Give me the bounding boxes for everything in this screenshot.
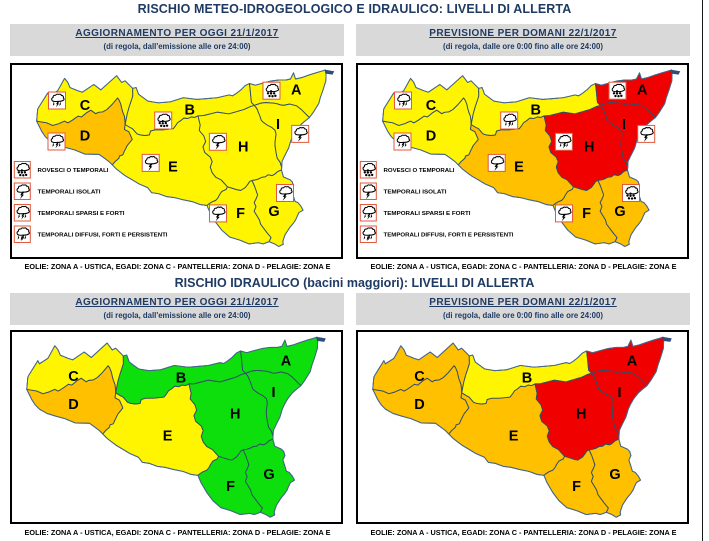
- svg-text:B: B: [522, 371, 532, 387]
- svg-text:B: B: [176, 371, 186, 387]
- svg-text:TEMPORALI SPARSI E FORTI: TEMPORALI SPARSI E FORTI: [384, 211, 471, 217]
- svg-text:TEMPORALI DIFFUSI, FORTI E PER: TEMPORALI DIFFUSI, FORTI E PERSISTENTI: [38, 232, 168, 238]
- svg-text:E: E: [514, 160, 524, 176]
- svg-text:D: D: [414, 397, 424, 413]
- svg-text:TEMPORALI SPARSI E FORTI: TEMPORALI SPARSI E FORTI: [38, 211, 125, 217]
- svg-text:A: A: [291, 83, 302, 99]
- svg-text:C: C: [68, 369, 79, 385]
- svg-text:A: A: [281, 354, 292, 370]
- svg-text:G: G: [614, 204, 625, 220]
- svg-text:TEMPORALI ISOLATI: TEMPORALI ISOLATI: [38, 189, 101, 195]
- svg-text:F: F: [236, 206, 245, 222]
- svg-text:E: E: [509, 429, 519, 445]
- svg-text:C: C: [426, 98, 437, 114]
- svg-text:H: H: [230, 407, 240, 423]
- svg-text:B: B: [531, 103, 541, 119]
- svg-text:D: D: [80, 129, 90, 145]
- svg-text:E: E: [163, 429, 173, 445]
- svg-text:ROVESCI O TEMPORALI: ROVESCI O TEMPORALI: [384, 168, 455, 174]
- svg-text:G: G: [263, 467, 274, 483]
- svg-text:E: E: [168, 160, 178, 176]
- svg-text:C: C: [80, 98, 91, 114]
- svg-text:F: F: [572, 479, 581, 495]
- svg-text:B: B: [185, 103, 195, 119]
- svg-text:A: A: [637, 83, 648, 99]
- svg-text:I: I: [271, 385, 275, 401]
- svg-text:D: D: [426, 129, 436, 145]
- svg-text:I: I: [276, 117, 280, 133]
- svg-text:A: A: [627, 354, 638, 370]
- svg-text:G: G: [609, 467, 620, 483]
- svg-text:H: H: [238, 140, 248, 156]
- svg-text:ROVESCI O TEMPORALI: ROVESCI O TEMPORALI: [38, 168, 109, 174]
- svg-text:F: F: [226, 479, 235, 495]
- svg-text:F: F: [582, 206, 591, 222]
- svg-text:I: I: [622, 117, 626, 133]
- svg-text:G: G: [268, 204, 279, 220]
- svg-text:H: H: [584, 140, 594, 156]
- svg-text:TEMPORALI DIFFUSI, FORTI E PER: TEMPORALI DIFFUSI, FORTI E PERSISTENTI: [384, 232, 514, 238]
- svg-text:C: C: [414, 369, 425, 385]
- svg-text:D: D: [68, 397, 78, 413]
- svg-text:TEMPORALI ISOLATI: TEMPORALI ISOLATI: [384, 189, 447, 195]
- svg-text:I: I: [617, 385, 621, 401]
- svg-text:H: H: [576, 407, 586, 423]
